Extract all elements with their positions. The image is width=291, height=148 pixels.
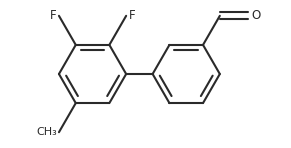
Text: F: F (129, 9, 135, 22)
Text: F: F (50, 9, 56, 22)
Text: O: O (251, 9, 260, 22)
Text: CH₃: CH₃ (36, 127, 57, 137)
